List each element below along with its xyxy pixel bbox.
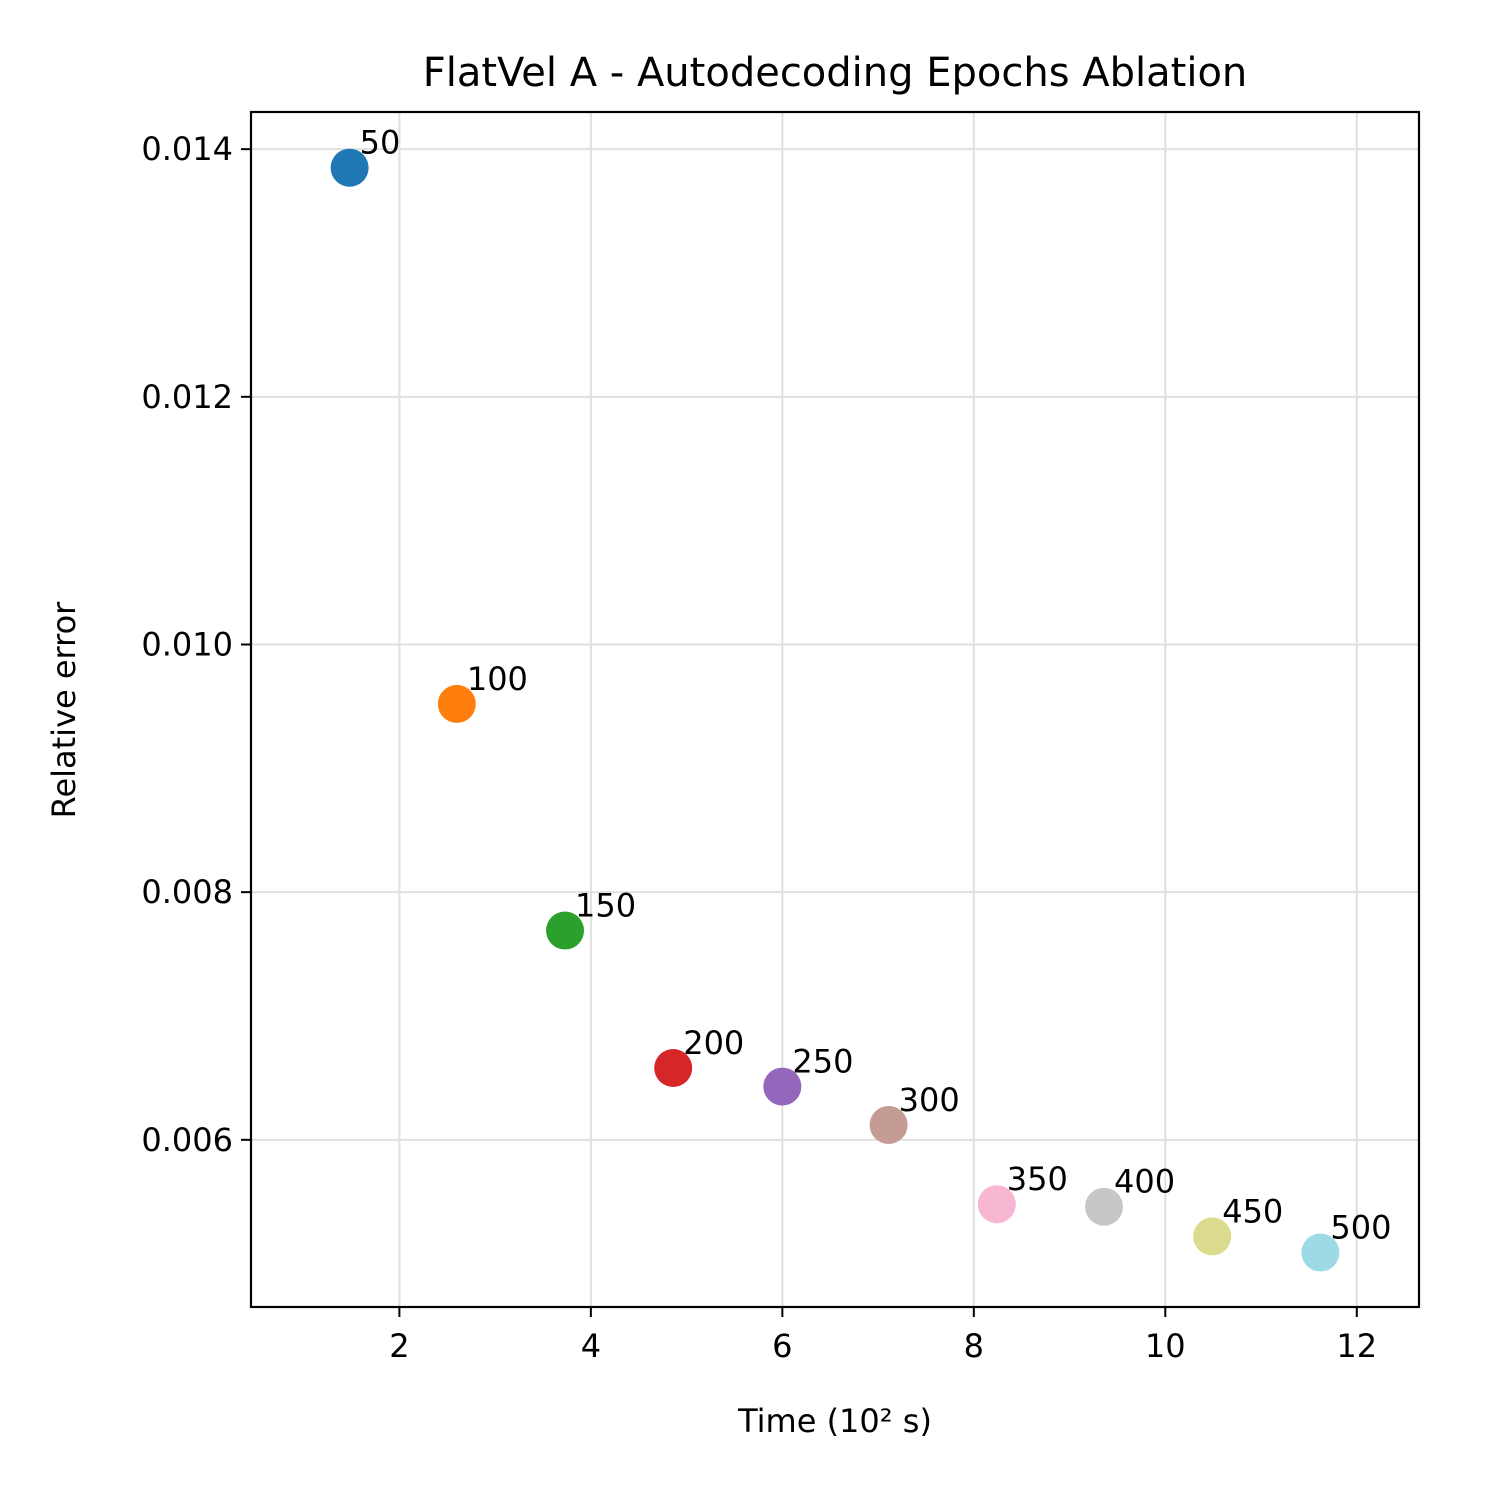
axis-ticks: 2 4 6 8 10 12 0.006 0.008 0.010 0.012 0.014 <box>141 130 1377 1365</box>
x-axis-label: Time (10² s) <box>737 1402 932 1440</box>
point-label-350: 350 <box>1007 1160 1068 1198</box>
point-label-250: 250 <box>792 1043 853 1081</box>
data-point-50 <box>330 148 369 187</box>
data-points: 50 100 150 200 250 300 350 400 450 500 <box>330 124 1391 1272</box>
chart-title: FlatVel A - Autodecoding Epochs Ablation <box>423 50 1248 96</box>
x-tick-label: 12 <box>1336 1327 1377 1365</box>
x-tick-label: 4 <box>581 1327 601 1365</box>
y-tick-label: 0.012 <box>141 378 233 416</box>
y-tick-label: 0.010 <box>141 625 233 663</box>
x-tick-label: 10 <box>1145 1327 1186 1365</box>
y-tick-label: 0.008 <box>141 873 233 911</box>
point-label-50: 50 <box>360 124 401 162</box>
plot-frame <box>249 110 1421 1309</box>
point-label-300: 300 <box>899 1081 960 1119</box>
data-point-350 <box>977 1185 1016 1224</box>
x-tick-label: 8 <box>964 1327 984 1365</box>
point-label-450: 450 <box>1222 1192 1283 1230</box>
data-point-300 <box>869 1105 908 1144</box>
y-tick-label: 0.006 <box>141 1121 233 1159</box>
data-point-100 <box>437 684 476 723</box>
grid-lines <box>251 112 1419 1307</box>
point-label-200: 200 <box>683 1024 744 1062</box>
data-point-500 <box>1301 1233 1340 1272</box>
y-tick-label: 0.014 <box>141 130 233 168</box>
data-point-400 <box>1085 1187 1124 1226</box>
x-tick-label: 6 <box>772 1327 792 1365</box>
point-label-100: 100 <box>467 660 528 698</box>
point-label-150: 150 <box>575 887 636 925</box>
point-label-400: 400 <box>1114 1163 1175 1201</box>
y-axis-label: Relative error <box>45 601 83 819</box>
x-tick-label: 2 <box>389 1327 409 1365</box>
point-label-500: 500 <box>1330 1209 1391 1247</box>
data-point-200 <box>654 1049 693 1087</box>
data-point-250 <box>763 1067 802 1106</box>
data-point-150 <box>546 911 585 950</box>
data-point-450 <box>1193 1217 1232 1256</box>
